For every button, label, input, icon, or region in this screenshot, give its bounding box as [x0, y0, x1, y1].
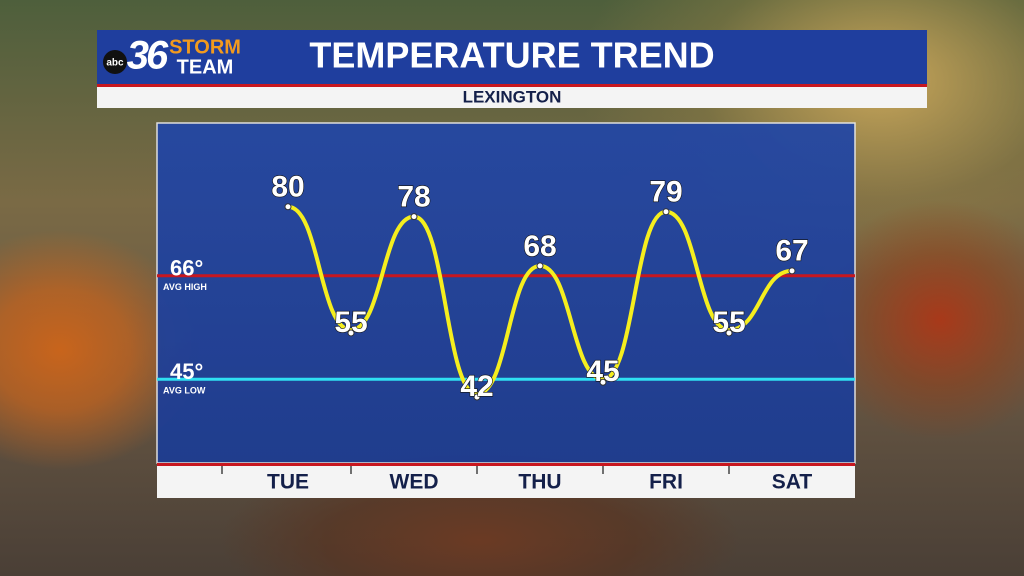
point — [347, 329, 355, 337]
point — [662, 208, 670, 216]
point — [788, 267, 796, 275]
network-name: abc — [106, 58, 124, 69]
point — [410, 213, 418, 221]
x-tick-label: SAT — [772, 471, 813, 494]
x-tick-label: FRI — [649, 471, 683, 494]
header-bar — [97, 30, 927, 84]
point — [473, 393, 481, 401]
value-label: 45 — [586, 355, 619, 388]
value-label: 55 — [334, 306, 367, 339]
axis-rule — [157, 463, 855, 466]
value-label: 55 — [712, 306, 745, 339]
value-label: 67 — [775, 235, 808, 268]
axis-strip — [157, 463, 855, 498]
point — [725, 329, 733, 337]
value-label: 42 — [460, 370, 493, 403]
x-tick-label: WED — [390, 471, 439, 494]
reference-label: 45° — [170, 359, 203, 384]
subtitle-bar — [97, 87, 927, 108]
reference-name: AVG LOW — [163, 386, 206, 396]
team-top: STORM — [169, 36, 241, 58]
value-label: 79 — [649, 176, 682, 209]
point — [284, 203, 292, 211]
point — [536, 262, 544, 270]
plot-area — [156, 122, 856, 464]
chart-title: TEMPERATURE TREND — [309, 35, 714, 76]
value-label: 68 — [523, 230, 556, 263]
point — [599, 378, 607, 386]
network-logo — [103, 50, 127, 74]
channel-number: 36 — [127, 34, 169, 78]
chart-subtitle: LEXINGTON — [463, 87, 562, 106]
reference-name: AVG HIGH — [163, 282, 207, 292]
value-label: 80 — [271, 171, 304, 204]
x-tick-label: THU — [518, 471, 561, 494]
header-rule — [97, 84, 927, 87]
reference-label: 66° — [170, 256, 203, 281]
x-tick-label: TUE — [267, 471, 309, 494]
team-bottom: TEAM — [177, 56, 234, 78]
value-label: 78 — [397, 181, 430, 214]
